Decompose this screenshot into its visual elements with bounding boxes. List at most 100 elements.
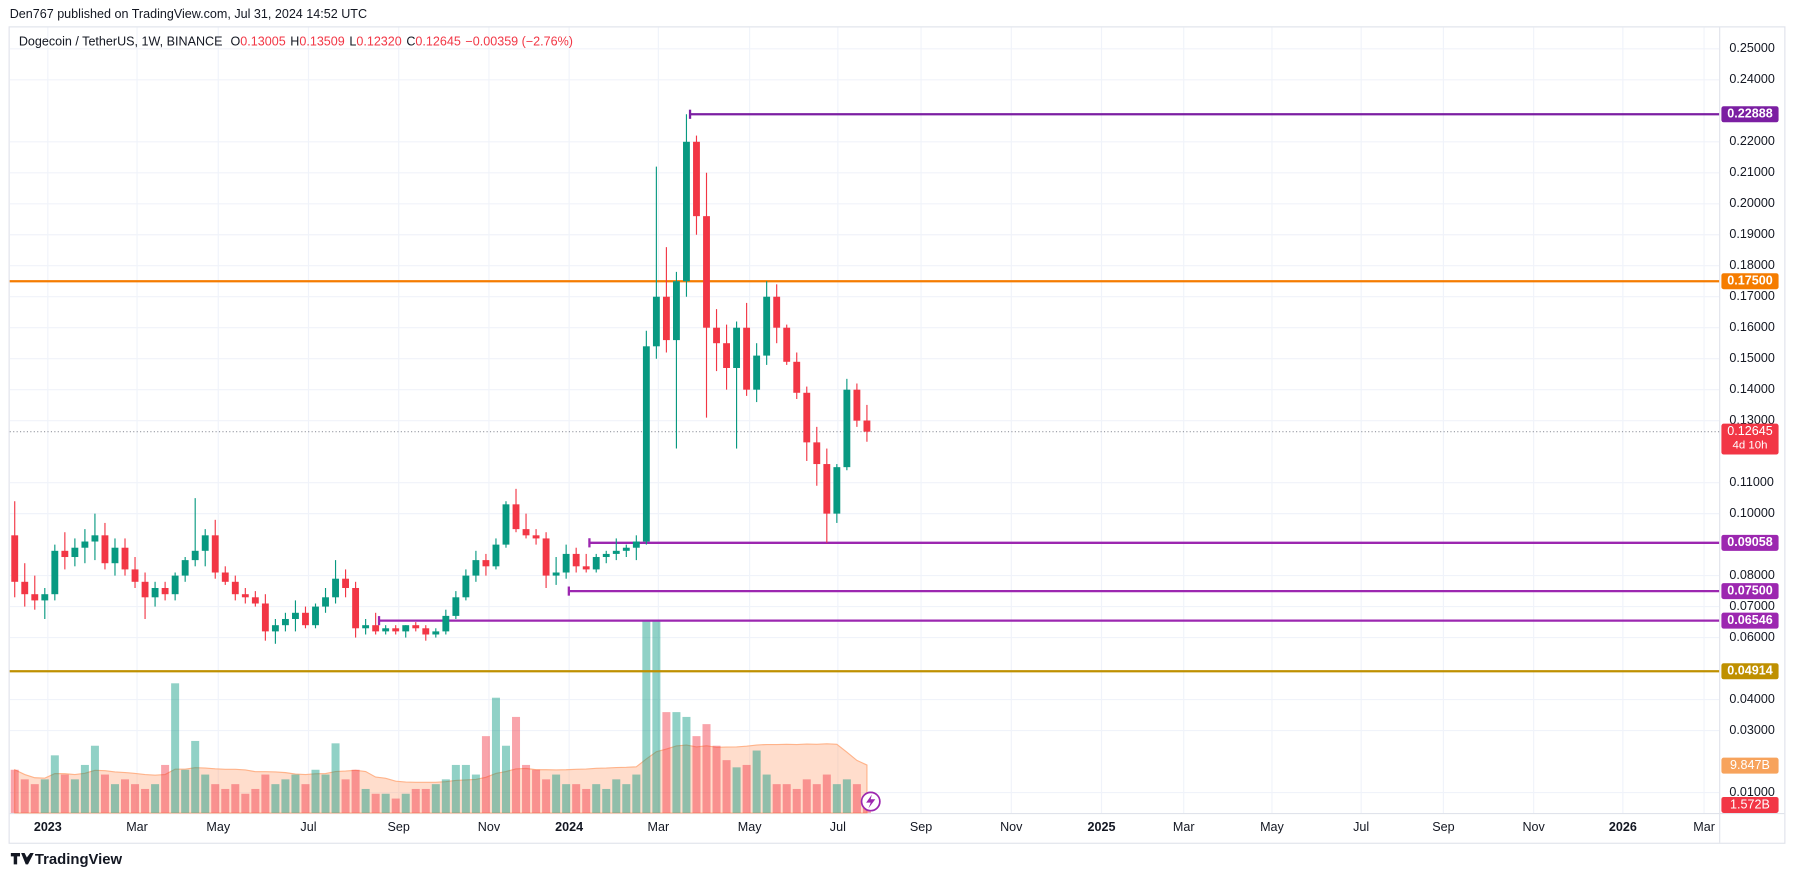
volume-bar — [692, 736, 701, 813]
candle-body — [602, 553, 610, 558]
volume-bar — [491, 697, 500, 813]
candle-body — [783, 327, 791, 362]
volume-bar — [532, 769, 541, 813]
candle-body — [823, 464, 831, 514]
volume-ma-area — [14, 743, 868, 814]
level-label: 0.04914 — [1727, 664, 1772, 678]
candle-body — [442, 615, 450, 632]
candle-body — [552, 572, 560, 576]
legend-key: O — [231, 35, 241, 49]
volume-bar — [471, 774, 480, 813]
candle-body — [813, 442, 821, 465]
candles — [11, 114, 871, 644]
y-tick-label: 0.21000 — [1729, 165, 1774, 179]
candle-body — [251, 597, 259, 604]
volume-bar — [732, 767, 741, 813]
legend-symbol: Dogecoin / TetherUS, 1W, BINANCE — [19, 35, 223, 49]
volume-bar — [231, 784, 240, 813]
volume-label-box — [1721, 757, 1779, 774]
volume-bar — [110, 784, 119, 813]
volume-bar — [20, 779, 29, 813]
volume-bar — [752, 750, 761, 813]
volume-bar — [572, 784, 581, 813]
volume-bar — [221, 788, 230, 813]
candle-body — [743, 327, 751, 390]
candle-body — [171, 575, 179, 595]
volume-bar — [812, 784, 821, 813]
x-tick-label: Sep — [910, 820, 932, 834]
x-tick-label: 2024 — [555, 820, 583, 834]
volume-bar — [100, 774, 109, 813]
candle-body — [703, 216, 710, 328]
candle-body — [502, 504, 510, 545]
volume-bar — [802, 779, 811, 813]
candle-body — [191, 550, 199, 561]
candle-body — [622, 547, 630, 551]
y-tick-label: 0.18000 — [1729, 258, 1774, 272]
candle-body — [372, 625, 380, 632]
volume-bar — [271, 784, 280, 813]
candle-body — [312, 606, 319, 626]
volume-bar — [301, 784, 310, 813]
brand: TradingView — [10, 852, 123, 868]
volume-bar — [712, 745, 721, 813]
y-tick-label: 0.24000 — [1729, 72, 1774, 86]
volume-bar — [632, 774, 641, 813]
level-label-box — [1721, 273, 1779, 290]
volume-bar — [481, 736, 490, 813]
icon-bolt — [866, 794, 876, 809]
x-tick-label: Mar — [1693, 820, 1715, 834]
volume-bar — [832, 784, 841, 813]
y-tick-label: 0.25000 — [1729, 41, 1774, 55]
x-tick-label: 2025 — [1088, 820, 1116, 834]
volume-bar — [762, 774, 771, 813]
legend-change: −0.00359 (−2.76%) — [465, 35, 573, 49]
level-label-box — [1721, 612, 1779, 629]
volume-bar — [562, 784, 571, 813]
candle-body — [492, 544, 500, 567]
legend: Dogecoin / TetherUS, 1W, BINANCE O0.13005… — [19, 35, 573, 49]
candle-body — [693, 141, 700, 217]
volume-bar — [411, 788, 420, 813]
level-label-box — [1721, 534, 1779, 551]
candle-body — [843, 389, 851, 468]
volume-bar — [722, 760, 731, 813]
candle-body — [482, 560, 490, 567]
volume-bar — [381, 793, 390, 813]
candle-body — [733, 327, 741, 368]
volume-bar — [361, 788, 370, 813]
volume-bar — [251, 788, 260, 813]
y-tick-label: 0.06000 — [1729, 630, 1774, 644]
volume-bar — [121, 779, 130, 813]
volume-bar — [852, 784, 861, 813]
volume-bar — [90, 745, 99, 813]
volume-bar — [782, 784, 791, 813]
candle-body — [662, 296, 670, 341]
candle-body — [632, 541, 640, 548]
volume-bar — [822, 774, 831, 813]
y-tick-label: 0.10000 — [1729, 506, 1774, 520]
grid — [9, 27, 1720, 813]
y-tick-label: 0.03000 — [1729, 723, 1774, 737]
volume-bar — [421, 788, 430, 813]
x-tick-label: Mar — [1173, 820, 1195, 834]
volume-label: 9.847B — [1730, 758, 1770, 772]
candle-body — [332, 578, 339, 598]
volume-bar — [642, 620, 651, 813]
candle-body — [853, 389, 861, 421]
candle-body — [342, 578, 350, 589]
candle-body — [362, 625, 370, 629]
legend-value: 0.13005 — [240, 35, 285, 49]
volume-bar — [10, 769, 19, 813]
volume-label: 1.572B — [1730, 797, 1770, 811]
publish-info: Den767 published on TradingView.com, Jul… — [10, 7, 367, 21]
x-tick-label: Jul — [830, 820, 846, 834]
volume-label-box — [1721, 796, 1779, 813]
candle-body — [241, 594, 249, 598]
volume-bar — [682, 716, 691, 813]
volume-bar — [451, 764, 460, 813]
y-tick-label: 0.15000 — [1729, 351, 1774, 365]
y-tick-label: 0.01000 — [1729, 785, 1774, 799]
volume-bar — [70, 779, 79, 813]
